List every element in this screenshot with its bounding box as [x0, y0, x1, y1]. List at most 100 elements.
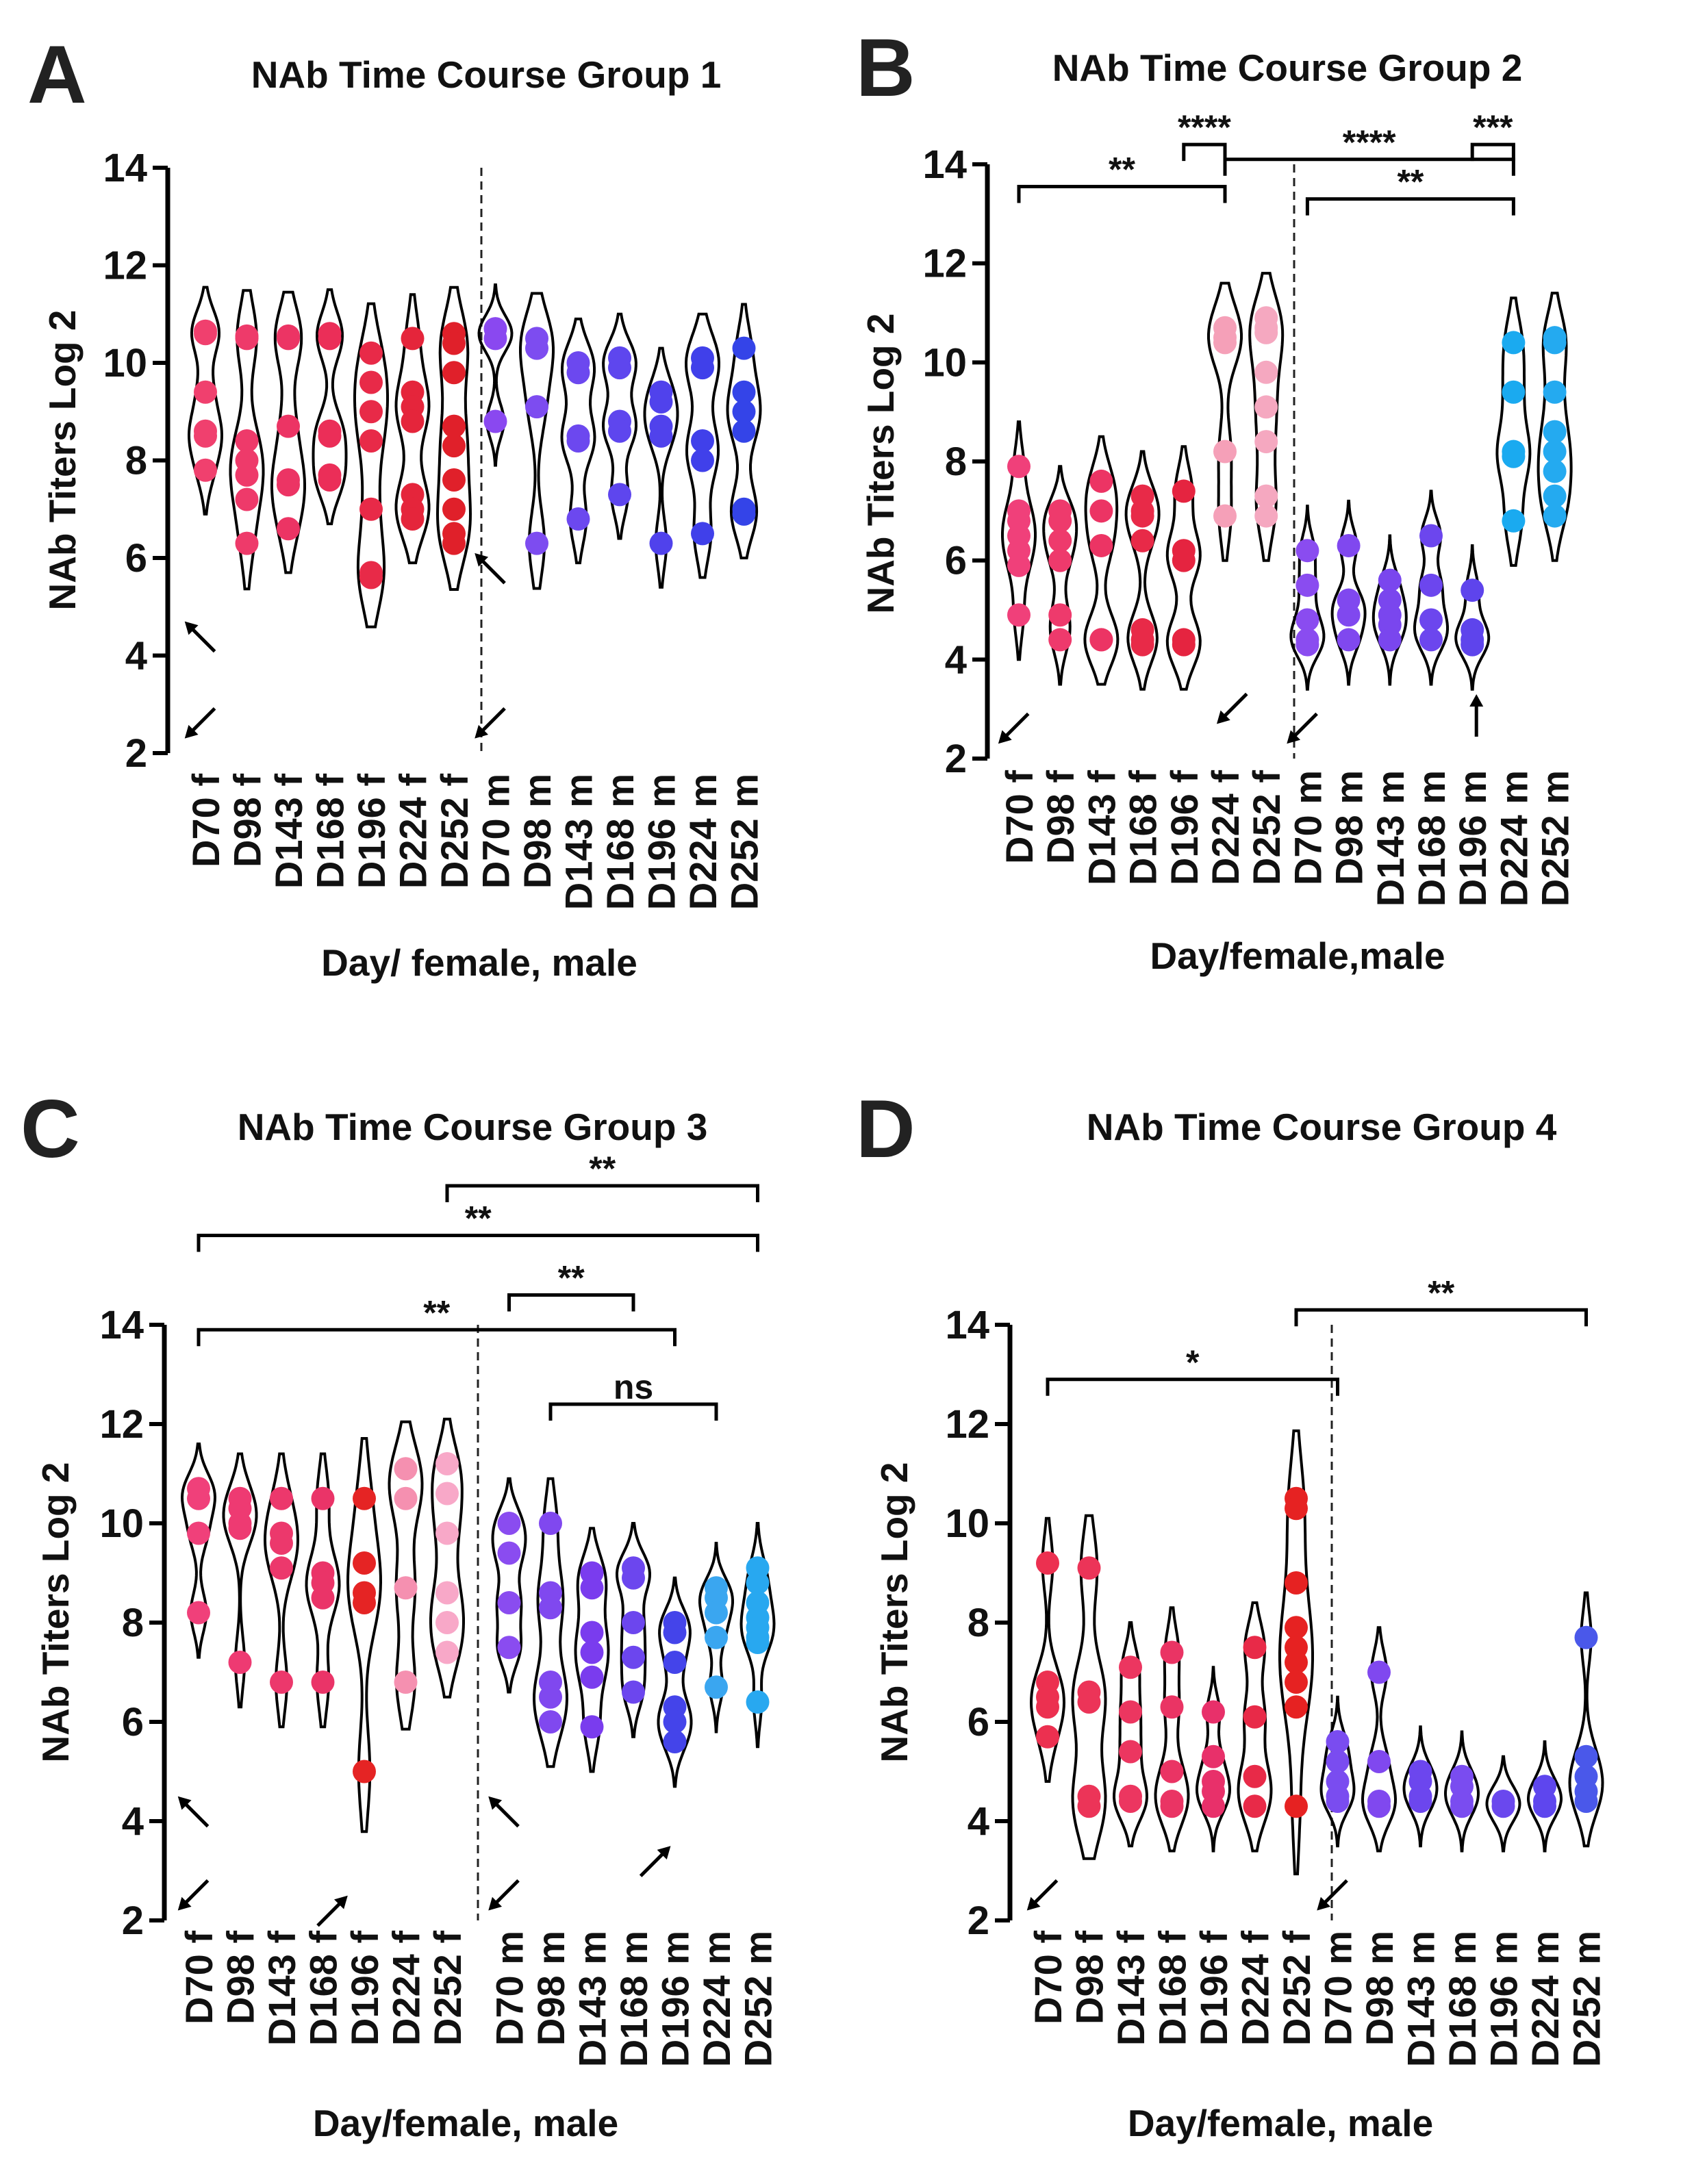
- panel-b-significance-label: ***: [1473, 108, 1513, 147]
- panel-d-data-point: [1285, 1794, 1308, 1818]
- panel-a-data-point: [649, 424, 673, 448]
- panel-d-data-point: [1202, 1794, 1225, 1818]
- panel-a-data-point: [442, 331, 466, 355]
- panel-b-data-point: [1089, 628, 1113, 652]
- panel-c-arrow-head: [177, 1796, 192, 1810]
- panel-d-data-point: [1326, 1790, 1350, 1813]
- panel-c-data-point: [705, 1675, 728, 1699]
- panel-c-x-tick-label: D70 m: [488, 1931, 531, 2046]
- panel-b-x-tick-label: D70 m: [1286, 770, 1329, 885]
- panel-b-data-point: [1254, 430, 1278, 454]
- panel-d-violin-d224-m: [1527, 1740, 1563, 1853]
- panel-b-data-point: [1378, 568, 1402, 592]
- panel-a-data-point: [732, 400, 756, 424]
- panel-c-data-point: [580, 1576, 604, 1600]
- panel-a-data-point: [566, 361, 590, 385]
- panel-d-violin-d252-m: [1568, 1591, 1604, 1848]
- panel-b-significance-label: ****: [1178, 108, 1231, 147]
- panel-d-data-point: [1119, 1655, 1142, 1679]
- panel-b-data-point: [1048, 529, 1072, 553]
- panel-b-x-tick-label: D168 m: [1410, 770, 1453, 906]
- panel-a-data-point: [732, 502, 756, 526]
- panel-b-data-point: [1502, 444, 1526, 468]
- panel-b-violin-d196-m: [1454, 544, 1491, 691]
- panel-b-data-point: [1378, 628, 1402, 652]
- panel-b-violin-d98-f: [1042, 465, 1078, 686]
- panel-c-x-tick-label: D224 f: [385, 1931, 428, 2046]
- panel-c-data-point: [497, 1591, 521, 1614]
- panel-c-x-tick-label: D98 m: [529, 1931, 572, 2046]
- panel-b-data-point: [1502, 331, 1526, 355]
- panel-b-significance-bracket: [1182, 142, 1227, 162]
- panel-b-x-tick-label: D143 m: [1369, 770, 1412, 906]
- panel-c-significance-label: **: [465, 1199, 492, 1238]
- panel-d-data-point: [1450, 1794, 1474, 1818]
- panel-d-significance-label: **: [1428, 1273, 1454, 1312]
- panel-d-data-point: [1408, 1790, 1432, 1813]
- panel-d-violin-d196-f: [1195, 1666, 1232, 1853]
- panel-b-data-point: [1130, 504, 1154, 528]
- panel-c-arrow: [181, 1800, 210, 1828]
- panel-b-arrow: [1220, 692, 1248, 721]
- panel-c-arrow: [492, 1879, 520, 1907]
- panel-c-data-point: [539, 1512, 562, 1535]
- panel-d-y-tick-label: 14: [945, 1303, 989, 1347]
- panel-c-x-tick-label: D143 m: [571, 1931, 614, 2067]
- panel-b-data-point: [1295, 633, 1319, 657]
- panel-b-data-point: [1007, 553, 1031, 577]
- panel-c-data-point: [435, 1640, 459, 1664]
- panel-b-x-label: Day/female,male: [1150, 935, 1445, 977]
- panel-d: D NAb Time Course Group 4 NAb Titers Log…: [856, 1083, 1608, 2144]
- panel-c-y-tick-label: 12: [99, 1402, 144, 1447]
- panel-b-x-tick-label: D196 f: [1163, 770, 1206, 885]
- panel-c-y-tick-label: 4: [122, 1799, 144, 1844]
- panel-d-y-tick-label: 8: [968, 1601, 989, 1645]
- panel-a-data-point: [691, 429, 714, 453]
- panel-a-data-point: [359, 429, 383, 453]
- panel-a-data-point: [608, 419, 631, 443]
- panel-d-x-tick-label: D252 f: [1275, 1931, 1318, 2046]
- panel-b-data-point: [1089, 533, 1113, 557]
- panel-a-arrow: [188, 624, 216, 653]
- panel-c-significance-label: **: [423, 1293, 450, 1332]
- panel-c-data-point: [270, 1671, 293, 1694]
- panel-a-violin-d252-f: [435, 285, 472, 591]
- panel-a-data-point: [525, 531, 548, 555]
- panel-b-significance-label: **: [1397, 163, 1424, 201]
- panel-d-data-point: [1077, 1690, 1101, 1714]
- panel-d-data-point: [1036, 1725, 1059, 1749]
- panel-a-data-point: [359, 400, 383, 424]
- panel-b-data-point: [1048, 628, 1072, 652]
- panel-d-y-label: NAb Titers Log 2: [873, 1462, 915, 1762]
- panel-d-data-point: [1367, 1750, 1391, 1773]
- panel-b-y-label: NAb Titers Log 2: [859, 313, 902, 613]
- panel-b-data-point: [1172, 548, 1196, 572]
- panel-d-data-point: [1160, 1794, 1184, 1818]
- panel-label-b: B: [856, 22, 915, 114]
- panel-d-data-point: [1533, 1794, 1556, 1818]
- panel-b-x-tick-label: D70 f: [998, 770, 1041, 864]
- panel-a-data-point: [318, 424, 342, 448]
- panel-d-y-tick-label: 6: [968, 1700, 989, 1744]
- panel-a-data-point: [691, 522, 714, 546]
- panel-d-title: NAb Time Course Group 4: [1087, 1106, 1557, 1148]
- panel-b-data-point: [1254, 395, 1278, 419]
- panel-b-arrow-head: [1287, 730, 1301, 744]
- panel-d-data-point: [1326, 1750, 1350, 1773]
- panel-d-x-tick-label: D168 m: [1441, 1931, 1484, 2067]
- panel-a-arrow-head: [475, 724, 489, 739]
- panel-c-x-tick-label: D98 f: [219, 1931, 262, 2024]
- panel-d-data-point: [1243, 1794, 1267, 1818]
- panel-b-x-tick-label: D224 m: [1492, 770, 1535, 906]
- panel-b-data-point: [1254, 504, 1278, 528]
- panel-b-y-tick-label: 4: [945, 637, 967, 682]
- panel-c-data-point: [353, 1551, 376, 1575]
- panel-a-data-point: [691, 356, 714, 380]
- panel-d-x-label: Day/female, male: [1128, 2102, 1433, 2144]
- panel-d-data-point: [1367, 1794, 1391, 1818]
- panel-b-data-point: [1419, 573, 1443, 597]
- panel-d-x-tick-label: D98 f: [1068, 1931, 1111, 2024]
- panel-d-violin-d196-m: [1485, 1755, 1521, 1853]
